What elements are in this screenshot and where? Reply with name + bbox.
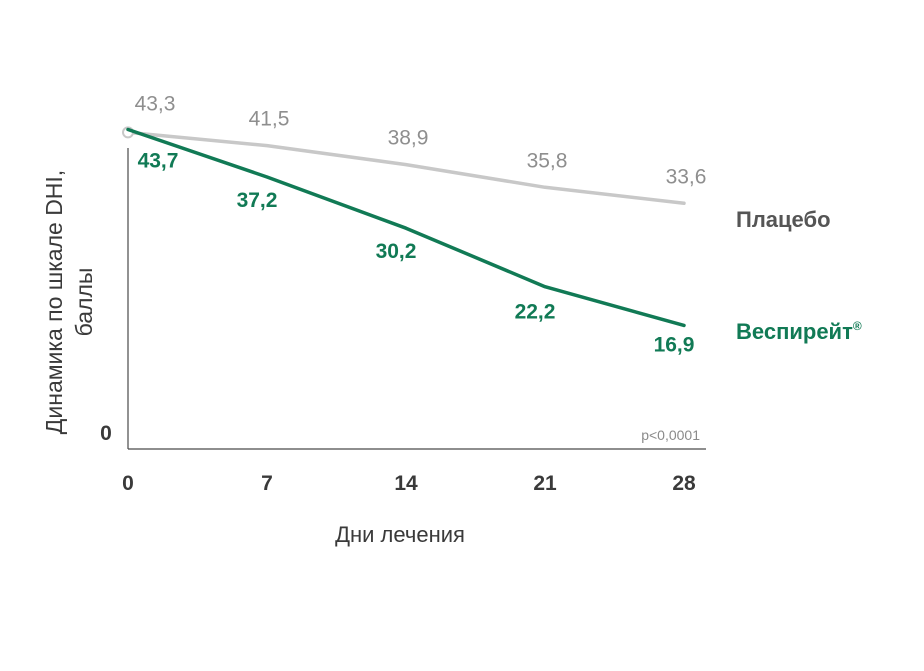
y-axis-title-line-1: Динамика по шкале DHI, [41, 170, 67, 434]
legend-label-placebo: Плацебо [736, 207, 831, 232]
p-value-annotation: p<0,0001 [641, 427, 700, 443]
x-axis-title: Дни лечения [335, 522, 465, 547]
y-axis-title: Динамика по шкале DHI, баллы [41, 170, 97, 434]
axes [127, 148, 706, 450]
data-label-placebo: 41,5 [249, 108, 290, 131]
data-label-drug: 30,2 [376, 240, 417, 263]
data-label-drug: 43,7 [138, 150, 179, 173]
data-label-placebo: 38,9 [388, 127, 429, 150]
x-tick-label: 7 [261, 472, 273, 495]
data-labels: 43,3 41,5 38,9 35,8 33,6 43,7 37,2 30,2 22,2 16,9 [135, 92, 707, 356]
series-line-drug [126, 127, 686, 328]
legend-label-drug: Веспирейт® [736, 319, 862, 344]
y-tick-label: 0 [100, 422, 112, 445]
y-axis-title-line-2: баллы [71, 268, 97, 337]
x-tick-label: 0 [122, 472, 134, 495]
data-label-placebo: 33,6 [666, 165, 707, 188]
registered-mark: ® [853, 319, 862, 333]
x-tick-label: 14 [394, 472, 418, 495]
data-label-placebo: 35,8 [527, 149, 568, 172]
chart-text: 0 7 14 21 28 0 Дни лечения Динамика по шкале DH… [41, 170, 862, 547]
data-label-placebo: 43,3 [135, 92, 176, 115]
data-label-drug: 37,2 [237, 189, 278, 212]
series-line-placebo [126, 130, 686, 206]
data-label-drug: 16,9 [654, 333, 695, 356]
x-tick-label: 21 [533, 472, 557, 495]
data-label-drug: 22,2 [515, 301, 556, 324]
series-lines [122, 126, 686, 328]
x-tick-label: 28 [672, 472, 696, 495]
